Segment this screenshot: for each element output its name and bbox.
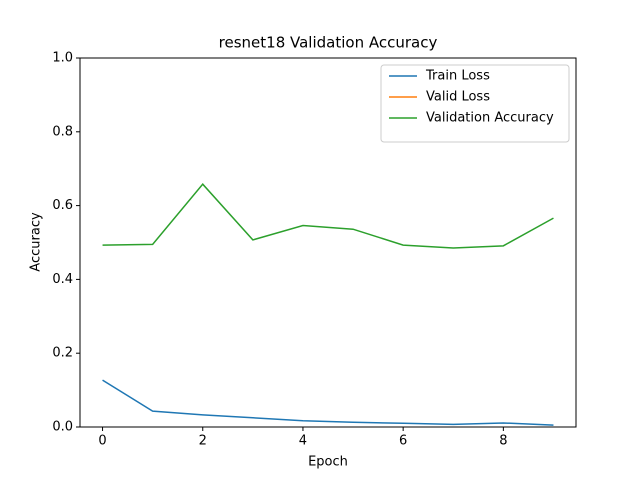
legend-box	[380, 64, 570, 143]
chart-title: resnet18 Validation Accuracy	[219, 34, 438, 52]
x-axis-label: Epoch	[308, 455, 348, 470]
y-tick-label: 1.0	[52, 51, 73, 66]
y-tick-label: 0.8	[52, 124, 73, 139]
x-tick-label: 2	[199, 434, 207, 449]
y-axis-label: Accuracy	[29, 212, 44, 272]
x-tick-label: 6	[399, 434, 407, 449]
series-line	[102, 379, 554, 426]
y-tick-label: 0.2	[52, 346, 73, 361]
series-line	[102, 183, 554, 249]
x-tick-label: 4	[299, 434, 307, 449]
y-tick-label: 0.6	[52, 198, 73, 213]
plot-frame	[79, 57, 577, 428]
legend-label: Validation Accuracy	[426, 111, 554, 126]
x-tick-label: 0	[98, 434, 106, 449]
y-tick-label: 0.0	[52, 420, 73, 435]
y-tick-label: 0.4	[52, 272, 73, 287]
legend-label: Train Loss	[425, 69, 490, 84]
x-tick-label: 8	[499, 434, 507, 449]
legend-label: Valid Loss	[426, 90, 490, 105]
